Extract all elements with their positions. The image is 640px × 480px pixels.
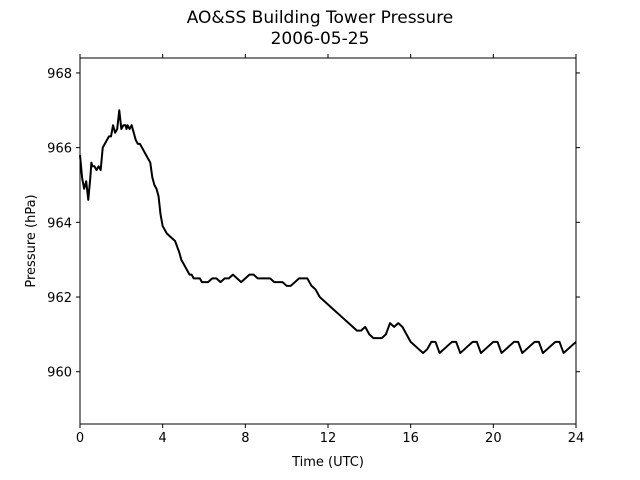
y-tick-label: 960 xyxy=(47,366,72,381)
x-axis-label: Time (UTC) xyxy=(291,455,364,470)
plot-frame xyxy=(79,57,577,425)
y-tick-label: 962 xyxy=(47,291,72,306)
x-tick-label: 4 xyxy=(159,431,167,446)
y-tick-label: 968 xyxy=(47,67,72,82)
chart-subtitle: 2006-05-25 xyxy=(270,29,370,49)
series-layer xyxy=(79,109,577,355)
x-tick-label: 24 xyxy=(568,431,585,446)
x-tick-label: 8 xyxy=(241,431,249,446)
x-tick-label: 0 xyxy=(76,431,84,446)
x-tick-label: 16 xyxy=(402,431,419,446)
y-axis-label: Pressure (hPa) xyxy=(24,194,39,287)
x-tick-label: 20 xyxy=(485,431,502,446)
y-tick-label: 966 xyxy=(47,142,72,157)
chart-title: AO&SS Building Tower Pressure xyxy=(186,8,454,28)
x-tick-label: 12 xyxy=(320,431,337,446)
axes-layer: 0 4 8 12 16 20 24 960 962 964 966 968 xyxy=(47,54,584,446)
series-line-0 xyxy=(79,109,577,355)
y-tick-label: 964 xyxy=(47,216,72,231)
